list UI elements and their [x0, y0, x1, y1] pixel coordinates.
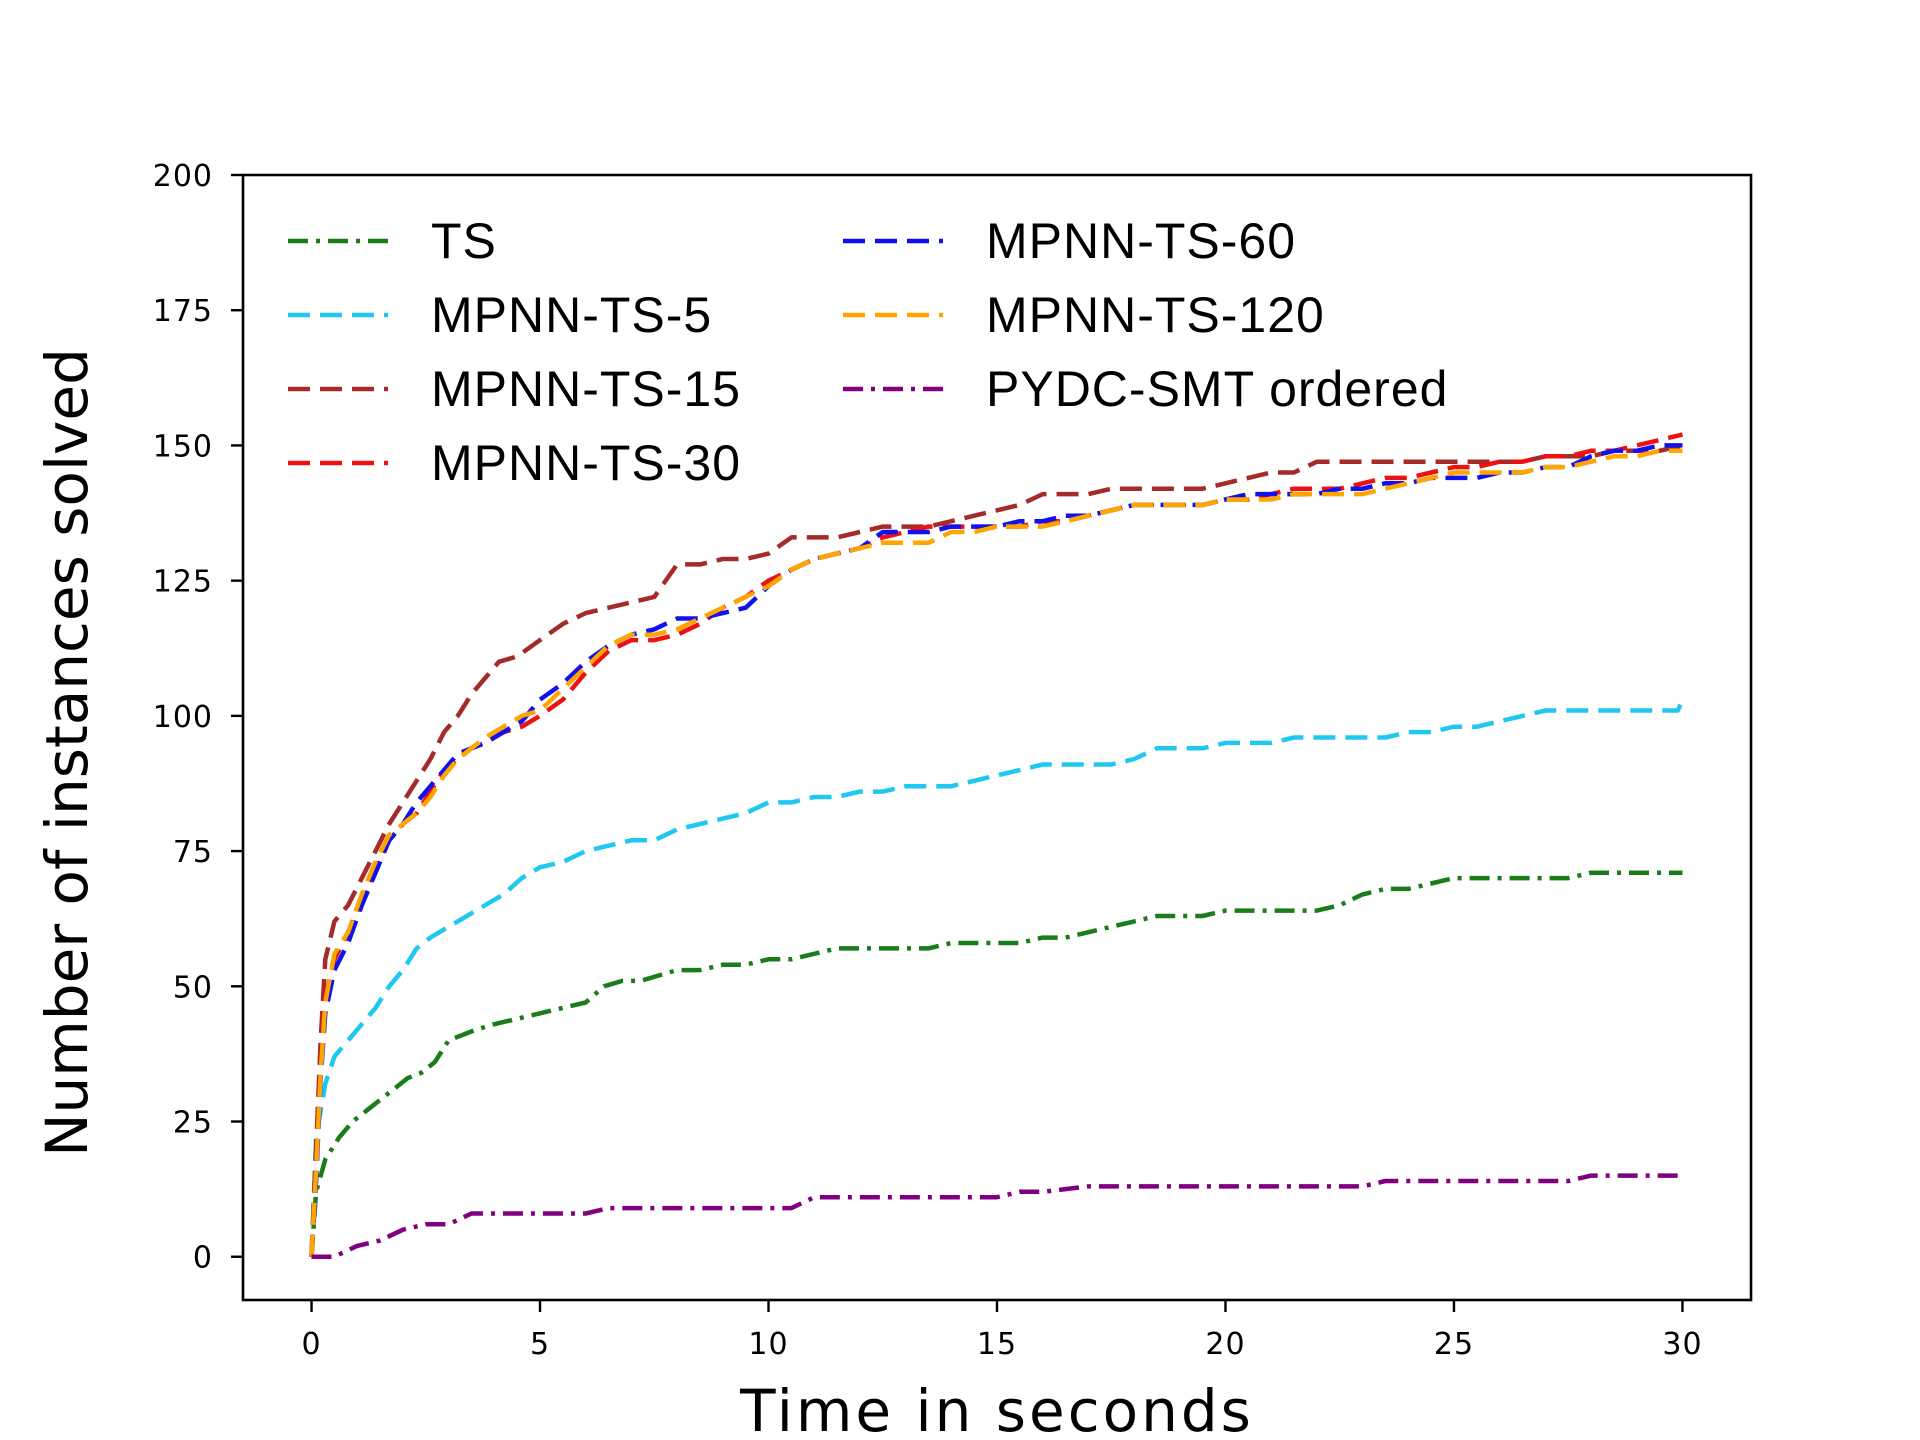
x-axis: 0 5 10 15 20 25 30	[301, 1300, 1702, 1362]
series-line-mpnn-ts-30	[309, 432, 1684, 1257]
x-tick-label: 30	[1662, 1327, 1702, 1362]
legend-label: MPNN-TS-30	[431, 435, 741, 491]
y-tick-label: 125	[153, 565, 213, 600]
y-axis: 0 25 50 75 100 125 150 175 200	[153, 159, 243, 1276]
legend-label: MPNN-TS-120	[986, 287, 1325, 343]
series-line-pydc-smt-ordered	[311, 1173, 1683, 1259]
x-axis-title: Time in seconds	[739, 1377, 1254, 1440]
y-tick-label: 25	[173, 1106, 213, 1141]
y-tick-label: 150	[153, 429, 213, 464]
legend-label: MPNN-TS-60	[986, 213, 1296, 269]
legend-label: MPNN-TS-5	[431, 287, 712, 343]
y-axis-title: Number of instances solved	[33, 348, 101, 1157]
legend-label: PYDC-SMT ordered	[986, 361, 1448, 417]
y-tick-label: 175	[153, 294, 213, 329]
series-line-mpnn-ts-5	[309, 698, 1685, 1257]
x-tick-label: 0	[301, 1327, 321, 1362]
y-tick-label: 75	[173, 835, 213, 870]
y-tick-label: 200	[153, 159, 213, 194]
series-line-mpnn-ts-15	[309, 443, 1684, 1257]
y-tick-label: 100	[153, 700, 213, 735]
series-line-mpnn-ts-120	[309, 448, 1683, 1257]
x-tick-label: 20	[1205, 1327, 1245, 1362]
legend-label: MPNN-TS-15	[431, 361, 741, 417]
x-tick-label: 5	[530, 1327, 550, 1362]
x-tick-label: 10	[748, 1327, 788, 1362]
y-tick-label: 50	[173, 970, 213, 1005]
series-layer	[309, 432, 1685, 1259]
legend: TS MPNN-TS-5 MPNN-TS-15 MPNN-TS-30 MPNN-TS-6…	[288, 213, 1448, 491]
x-tick-label: 25	[1434, 1327, 1474, 1362]
legend-label: TS	[431, 213, 497, 269]
y-tick-label: 0	[193, 1241, 213, 1276]
x-tick-label: 15	[977, 1327, 1017, 1362]
